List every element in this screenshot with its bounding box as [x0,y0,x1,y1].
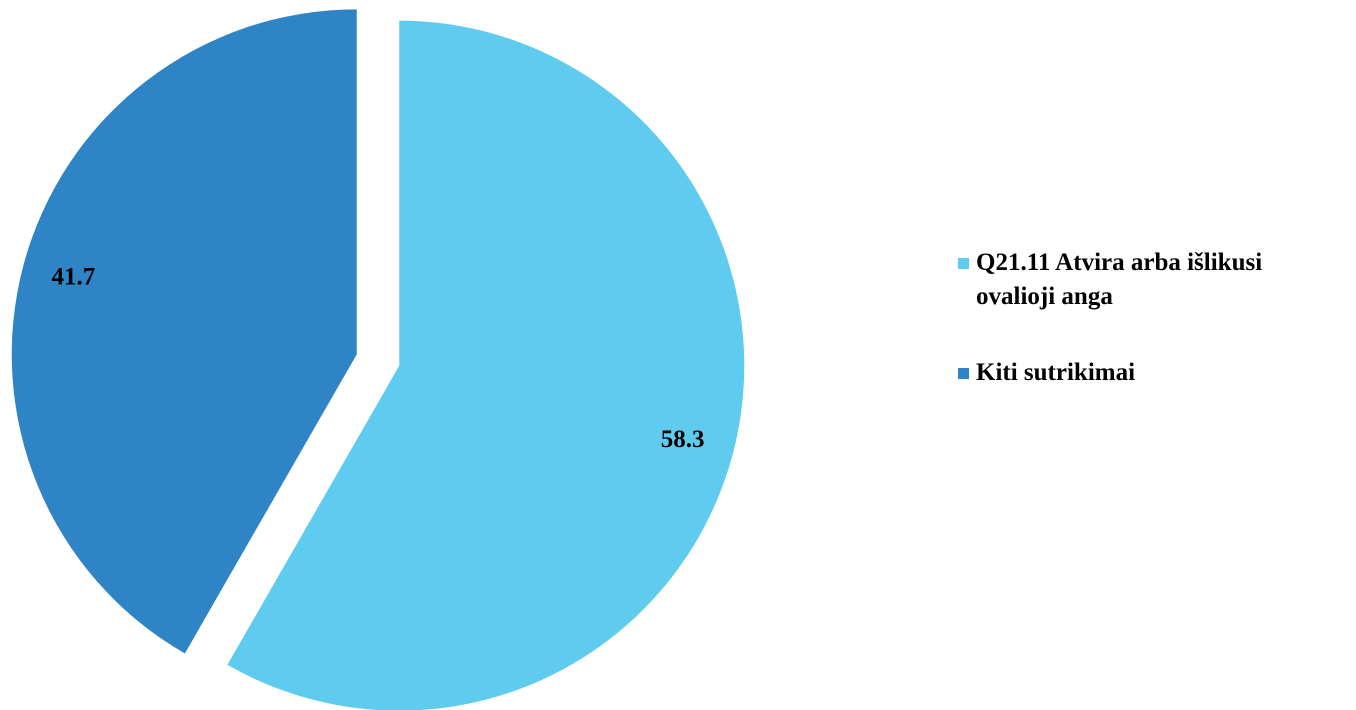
legend-item: Q21.11 Atvira arba išlikusi ovalioji ang… [958,246,1338,314]
pie-slice [11,9,357,654]
data-label: 41.7 [52,263,96,290]
legend-swatch [958,258,969,269]
pie-slice [227,20,745,710]
legend: Q21.11 Atvira arba išlikusi ovalioji ang… [958,246,1338,432]
data-label: 58.3 [661,426,705,453]
legend-swatch [958,368,969,379]
legend-label: Q21.11 Atvira arba išlikusi ovalioji ang… [976,249,1263,310]
legend-label: Kiti sutrikimai [976,359,1136,386]
legend-item: Kiti sutrikimai [958,356,1338,390]
